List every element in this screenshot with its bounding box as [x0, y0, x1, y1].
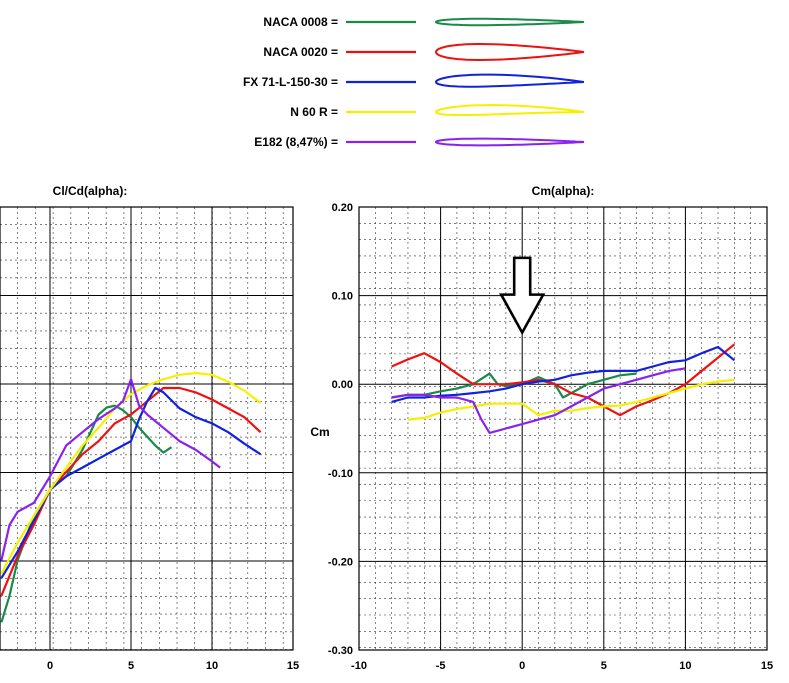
legend-label: N 60 R =	[290, 105, 338, 119]
clcd-x-tick-label: 15	[287, 660, 299, 672]
cm-x-tick-label: -10	[351, 660, 367, 672]
legend-airfoil-shape	[434, 103, 584, 117]
clcd-series-line	[0, 378, 221, 561]
cm-x-tick-label: 5	[601, 660, 607, 672]
legend: NACA 0008 = NACA 0020 = FX 71-L-150-30 = N …	[243, 15, 584, 149]
cm-y-tick-labels: 0.20 0.10 0.00 -0.10 -0.20 -0.30	[328, 202, 353, 657]
cm-y-axis-label: Cm	[310, 425, 329, 439]
cm-series-line	[391, 345, 736, 403]
cm-x-tick-label: 15	[761, 660, 773, 672]
legend-airfoil-shape	[434, 137, 584, 147]
legend-airfoil-shape	[434, 73, 584, 88]
cm-y-tick-label: 0.00	[332, 379, 353, 391]
clcd-chart-title: Cl/Cd(alpha):	[53, 184, 128, 198]
legend-airfoil-shape	[434, 43, 584, 61]
cm-series-line	[391, 372, 637, 399]
cm-y-tick-label: -0.30	[328, 645, 353, 657]
legend-airfoil-shape	[434, 17, 584, 27]
clcd-series-line	[0, 404, 173, 623]
cm-series-line	[407, 378, 735, 421]
cm-y-tick-label: -0.10	[328, 468, 353, 480]
cm-y-tick-label: -0.20	[328, 556, 353, 568]
clcd-x-tick-label: 5	[128, 660, 134, 672]
cm-y-tick-label: 0.20	[332, 202, 353, 214]
cm-x-tick-label: 0	[519, 660, 525, 672]
clcd-chart: Cl/Cd(alpha): 0 5 10 15	[0, 184, 299, 672]
cm-chart: Cm(alpha): Cm 0.20 0.10 0.00 -0.10 -0.20 -0.3…	[310, 184, 773, 672]
legend-label: E182 (8,47%) =	[254, 135, 338, 149]
cm-series-line	[391, 367, 686, 434]
clcd-plot-frame	[0, 206, 294, 651]
cm-x-tick-label: -5	[436, 660, 446, 672]
cm-series	[391, 343, 736, 434]
cm-plot-frame	[358, 206, 768, 651]
cm-x-tick-label: 10	[679, 660, 691, 672]
clcd-x-tick-label: 10	[206, 660, 218, 672]
legend-label: NACA 0008 =	[263, 15, 338, 29]
cm-x-tick-labels: -10 -5 0 5 10 15	[351, 660, 773, 672]
cm-y-tick-label: 0.10	[332, 291, 353, 303]
clcd-series	[0, 371, 262, 623]
clcd-series-line	[0, 371, 262, 575]
clcd-grid	[0, 206, 294, 651]
clcd-x-tick-labels: 0 5 10 15	[47, 660, 299, 672]
legend-label: NACA 0020 =	[263, 45, 338, 59]
legend-label: FX 71-L-150-30 =	[243, 75, 338, 89]
down-arrow-annotation	[498, 256, 546, 336]
cm-grid	[358, 206, 768, 651]
clcd-x-tick-label: 0	[47, 660, 53, 672]
cm-chart-title: Cm(alpha):	[532, 184, 595, 198]
cm-series-line	[391, 343, 736, 417]
cm-annotation	[498, 256, 546, 336]
